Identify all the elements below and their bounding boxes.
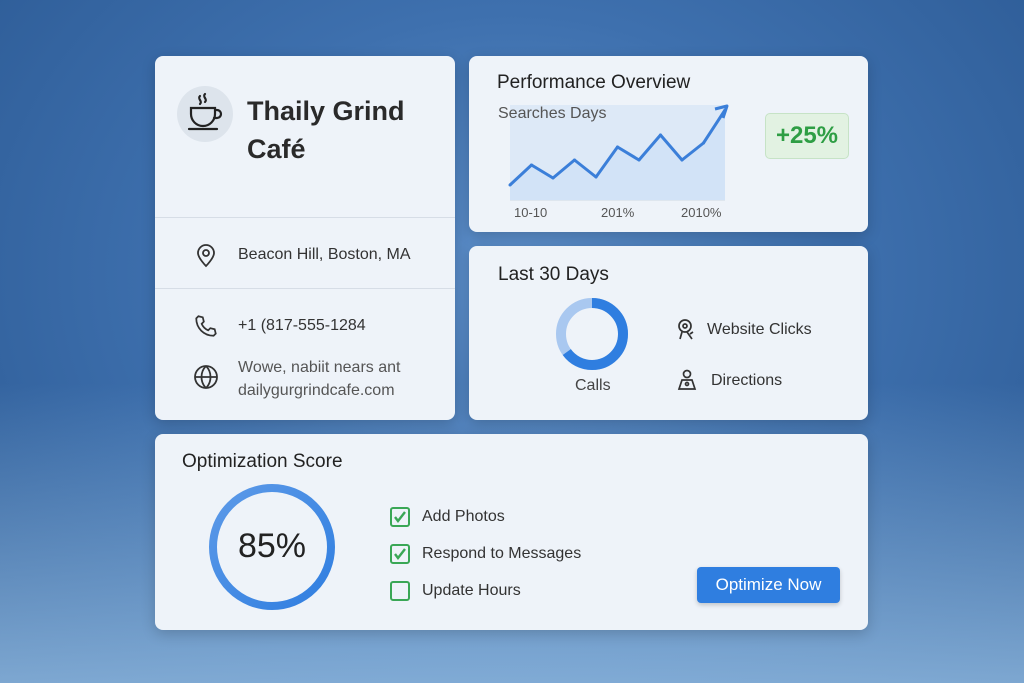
location-pin-icon [193,242,219,268]
x-tick-label: 2010% [681,205,722,220]
optimize-now-button[interactable]: Optimize Now [697,567,840,603]
globe-icon [193,364,219,390]
task-label: Update Hours [422,582,521,599]
score-ring-arc [209,484,335,610]
website-description: Wowe, nabiit nears ant [238,359,401,376]
directions-label: Directions [711,372,783,389]
donut-label: Calls [575,377,611,394]
last-30-days-card: Last 30 Days Calls Website Clicks Direct… [469,246,868,420]
task-checkbox[interactable] [390,581,410,601]
score-value: 85% [237,527,307,565]
divider [155,217,455,218]
website-clicks-label: Website Clicks [707,321,812,338]
performance-title: Performance Overview [497,72,691,93]
last30-title: Last 30 Days [498,264,609,285]
person-pin-icon [675,368,701,394]
donut-segment [556,298,628,370]
task-checkbox[interactable] [390,544,410,564]
data-point [530,163,533,167]
data-point [616,145,619,149]
phone-link[interactable]: +1 (817-555-1284 [238,317,366,334]
divider [155,288,455,289]
optimization-title: Optimization Score [182,451,343,472]
task-label: Respond to Messages [422,545,582,562]
x-tick-label: 201% [601,205,635,220]
website-link[interactable]: dailygurgrindcafe.com [238,382,395,399]
business-info-card: Thaily Grind Café Beacon Hill, Boston, M… [155,56,455,420]
data-point [702,141,705,145]
key-person-icon [675,318,701,344]
data-point [680,158,684,162]
score-ring [209,484,335,610]
data-point [637,158,641,162]
checkmark-icon [394,511,406,523]
checkmark-icon [394,548,406,560]
address-text: Beacon Hill, Boston, MA [238,246,411,263]
phone-icon [193,313,219,339]
calls-donut-chart [556,298,628,370]
area-fill [510,110,725,200]
chart-subtitle: Searches Days [498,105,607,122]
optimization-score-card: Optimization Score 85% Add Photos Respond… [155,434,868,630]
data-point [594,175,598,179]
task-label: Add Photos [422,508,505,525]
x-tick-label: 10-10 [514,205,548,220]
data-point [659,133,662,137]
change-badge: +25% [765,113,849,159]
data-point [573,158,576,162]
business-name: Thaily Grind Café [247,96,405,164]
data-point [508,183,512,187]
data-point [551,176,555,180]
trend-arrow-icon [714,104,729,119]
task-checkbox[interactable] [390,507,410,527]
coffee-cup-icon [177,86,233,142]
performance-overview-card: Performance Overview Searches Days 10-10… [469,56,868,232]
searches-line-chart [508,104,729,201]
